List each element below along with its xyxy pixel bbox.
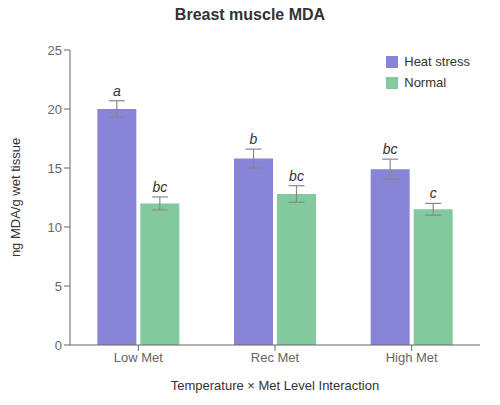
html-text:Breast muscle MDA: Breast muscle MDA: [174, 6, 326, 23]
svg-text:a: a: [113, 83, 121, 99]
svg-text:20: 20: [48, 102, 62, 117]
svg-text:b: b: [250, 131, 258, 147]
svg-text:ng MDA/g wet tissue: ng MDA/g wet tissue: [8, 138, 23, 257]
svg-text:10: 10: [48, 220, 62, 235]
svg-text:High Met: High Met: [386, 350, 438, 365]
svg-text:25: 25: [48, 43, 62, 58]
svg-text:bc: bc: [152, 179, 167, 195]
svg-text:Low Met: Low Met: [114, 350, 164, 365]
svg-text:Rec Met: Rec Met: [251, 350, 300, 365]
svg-text:bc: bc: [383, 141, 398, 157]
svg-text:15: 15: [48, 161, 62, 176]
html-text:Normal: Normal: [404, 75, 447, 90]
html-text:Heat stress: Heat stress: [404, 54, 470, 69]
svg-text:0: 0: [55, 338, 62, 353]
svg-text:Temperature × Met Level Intera: Temperature × Met Level Interaction: [171, 378, 379, 393]
svg-text:bc: bc: [289, 168, 304, 184]
svg-text:5: 5: [55, 279, 62, 294]
svg-text:c: c: [430, 185, 437, 201]
